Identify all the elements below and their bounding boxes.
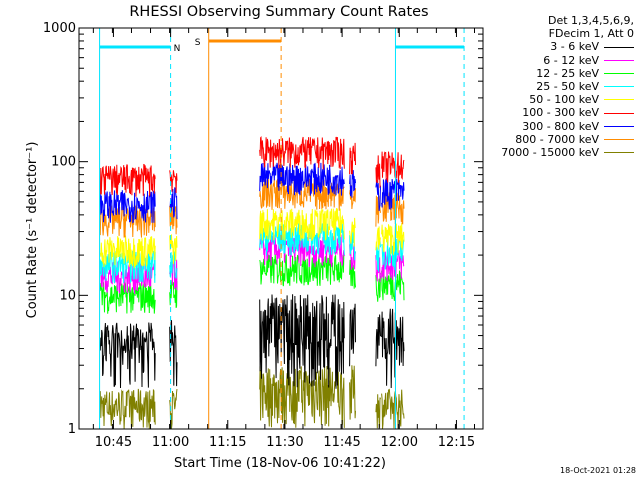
legend-entry-label: 300 - 800 keV — [522, 119, 599, 133]
legend-entry-label: 25 - 50 keV — [536, 80, 599, 94]
series-line-100-300keV — [99, 135, 405, 197]
annotation-label: N — [174, 44, 181, 54]
legend-entry: 300 - 800 keV — [478, 120, 634, 133]
legend-entry: 25 - 50 keV — [478, 80, 634, 93]
legend-entry: 800 - 7000 keV — [478, 133, 634, 146]
data-layer — [99, 135, 405, 429]
legend-header-detectors: Det 1,3,4,5,6,9, — [547, 14, 634, 27]
legend-swatch — [604, 138, 634, 140]
x-tick-label: 11:00 — [152, 435, 189, 450]
x-tick-label: 12:00 — [381, 435, 418, 450]
series-line-300-800keV — [99, 162, 405, 224]
legend-entry: 3 - 6 keV — [478, 40, 634, 53]
legend: Det 1,3,4,5,6,9, FDecim 1, Att 0 3 - 6 k… — [478, 14, 634, 159]
series-line-50-100keV — [99, 208, 405, 269]
legend-swatch — [604, 59, 634, 61]
legend-entry-label: 7000 - 15000 keV — [501, 146, 599, 160]
legend-entry: 50 - 100 keV — [478, 93, 634, 106]
legend-entry: 6 - 12 keV — [478, 54, 634, 67]
x-tick-label: 11:45 — [323, 435, 360, 450]
legend-header-decimation: FDecim 1, Att 0 — [548, 27, 634, 41]
x-tick-label: 11:30 — [266, 435, 303, 450]
y-tick-label: 1000 — [43, 21, 76, 36]
legend-entry-label: 50 - 100 keV — [529, 93, 599, 107]
legend-entry: 100 - 300 keV — [478, 106, 634, 119]
chart-title: RHESSI Observing Summary Count Rates — [129, 4, 428, 20]
series-line-7000-15000keV — [99, 365, 405, 429]
legend-swatch — [604, 99, 634, 101]
legend-entry: 12 - 25 keV — [478, 67, 634, 80]
legend-swatch — [604, 86, 634, 88]
y-axis-label: Count Rate (s⁻¹ detector⁻¹) — [25, 142, 40, 319]
plot-frame — [78, 27, 484, 430]
legend-entry-label: 800 - 7000 keV — [515, 132, 599, 146]
x-tick-label: 12:15 — [438, 435, 475, 450]
series-line-3-6keV — [99, 294, 405, 389]
legend-swatch — [604, 112, 634, 114]
x-axis-label: Start Time (18-Nov-06 10:41:22) — [174, 456, 386, 471]
y-tick-label: 100 — [51, 155, 76, 170]
legend-swatch — [604, 72, 634, 74]
annotation-layer: NS — [99, 28, 465, 429]
x-tick-label: 11:15 — [209, 435, 246, 450]
axis-layer: 1 10 100 1000 10:45 11:00 11:15 11:30 11:45 12:00… — [43, 21, 483, 450]
legend-entry-label: 12 - 25 keV — [536, 66, 599, 80]
legend-rows: 3 - 6 keV 6 - 12 keV 12 - 25 keV 25 - 50 ke… — [478, 40, 634, 159]
x-tick-label: 10:45 — [95, 435, 132, 450]
generation-timestamp: 18-Oct-2021 01:28 — [560, 466, 636, 475]
legend-entry-label: 6 - 12 keV — [543, 53, 599, 67]
annotation-label: S — [195, 38, 201, 48]
y-tick-label: 1 — [68, 422, 76, 437]
y-tick-label: 10 — [59, 288, 76, 303]
legend-swatch — [604, 46, 634, 48]
legend-entry: 7000 - 15000 keV — [478, 146, 634, 159]
legend-entry-label: 3 - 6 keV — [550, 40, 599, 54]
legend-swatch — [604, 125, 634, 127]
legend-swatch — [604, 152, 634, 154]
legend-entry-label: 100 - 300 keV — [522, 106, 599, 120]
